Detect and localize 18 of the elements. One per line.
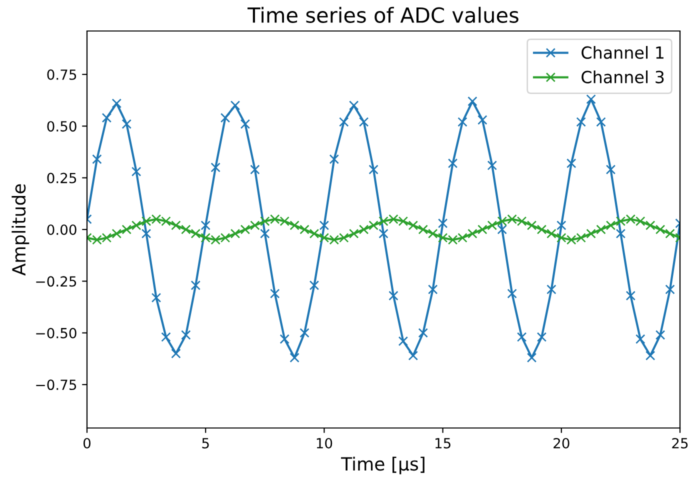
x-tick-label: 10	[316, 438, 332, 448]
x-tick-label: 0	[83, 438, 90, 448]
y-tick-label: −0.75	[36, 380, 76, 390]
legend-label: Channel 3	[582, 70, 664, 84]
y-axis-title: Amplitude	[12, 184, 30, 276]
x-tick-label: 20	[554, 438, 570, 448]
y-tick-label: 0.50	[47, 121, 76, 132]
y-tick-label: 0.00	[47, 224, 76, 235]
y-tick-label: −0.25	[36, 276, 76, 287]
y-tick-label: 0.25	[47, 172, 76, 184]
x-axis-title: Time [μs]	[340, 456, 424, 474]
x-tick-label: 25	[672, 438, 688, 448]
x-tick-label: 5	[202, 438, 209, 448]
y-tick-label: 0.75	[47, 69, 76, 80]
legend-label: Channel 1	[582, 46, 664, 59]
x-tick-label: 15	[435, 438, 450, 448]
y-tick-label: −0.50	[36, 328, 76, 338]
chart-title: Time series of ADC values	[248, 6, 518, 23]
